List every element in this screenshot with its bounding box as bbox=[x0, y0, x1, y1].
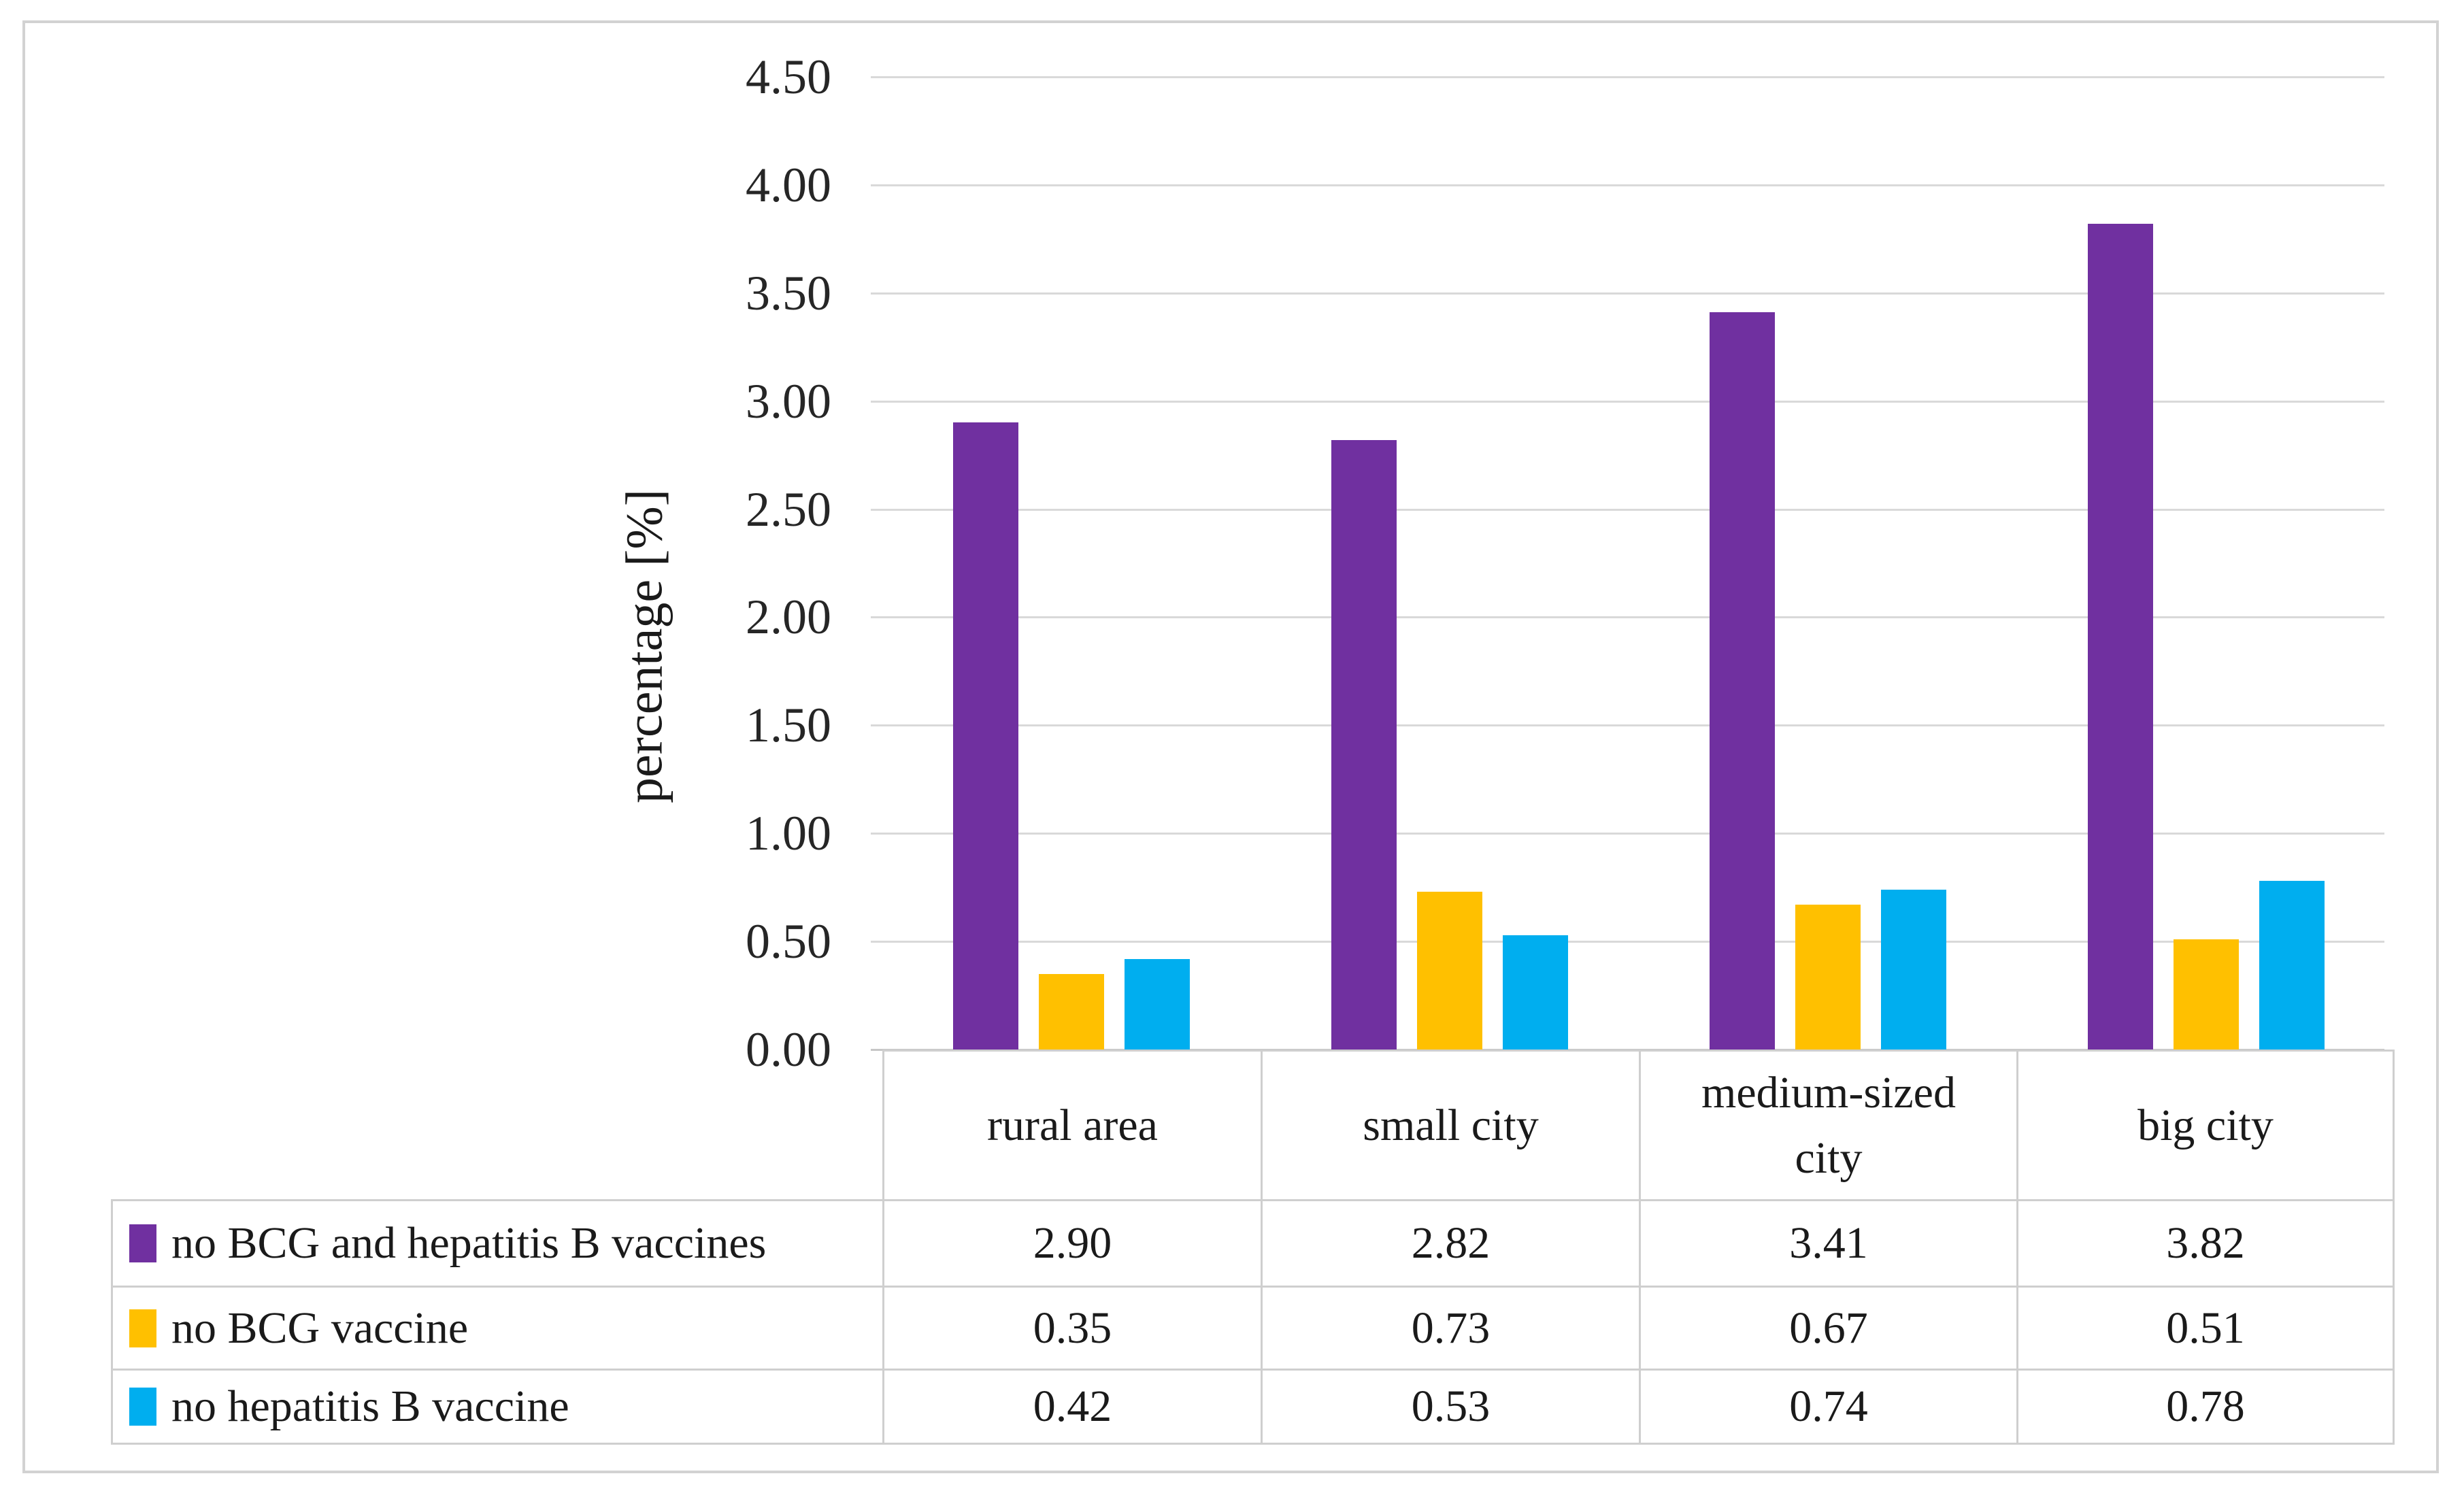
legend-cell: no BCG and hepatitis B vaccines bbox=[111, 1199, 882, 1286]
bar-no-hepatitis-B-vaccine-medium-sized-city bbox=[1881, 889, 1946, 1050]
bar-no-BCG-vaccine-big-city bbox=[2174, 939, 2239, 1050]
y-tick-label: 2.00 bbox=[746, 590, 831, 645]
legend-swatch bbox=[129, 1388, 156, 1426]
y-tick-label: 4.50 bbox=[746, 50, 831, 104]
y-tick-label: 0.00 bbox=[746, 1022, 831, 1077]
bar-no-BCG-and-hepatitis-B-vaccines-big-city bbox=[2088, 224, 2153, 1050]
legend-swatch bbox=[129, 1224, 156, 1262]
legend-swatch bbox=[129, 1309, 156, 1347]
y-tick-label: 1.00 bbox=[746, 806, 831, 861]
data-table: rural area small city medium-sized city big… bbox=[111, 1050, 2395, 1445]
category-header-cell: small city bbox=[1261, 1050, 1639, 1199]
category-header-cell: rural area bbox=[882, 1050, 1261, 1199]
y-tick-label: 3.00 bbox=[746, 373, 831, 429]
legend-label: no BCG and hepatitis B vaccines bbox=[171, 1218, 767, 1269]
value-cell: 0.53 bbox=[1261, 1369, 1639, 1445]
gridline bbox=[871, 833, 2384, 835]
value-cell: 0.67 bbox=[1639, 1286, 2016, 1369]
legend-cell: no BCG vaccine bbox=[111, 1286, 882, 1369]
gridline bbox=[871, 508, 2384, 511]
bar-no-BCG-and-hepatitis-B-vaccines-small-city bbox=[1331, 439, 1397, 1050]
gridline bbox=[871, 76, 2384, 78]
bar-no-BCG-vaccine-rural-area bbox=[1039, 973, 1104, 1050]
value-cell: 0.74 bbox=[1639, 1369, 2016, 1445]
gridline bbox=[871, 184, 2384, 186]
legend-label: no hepatitis B vaccine bbox=[171, 1381, 569, 1432]
y-tick-label: 1.50 bbox=[746, 698, 831, 753]
category-header-cell: medium-sized city bbox=[1639, 1050, 2016, 1199]
value-cell: 0.78 bbox=[2016, 1369, 2395, 1445]
gridline bbox=[871, 400, 2384, 403]
gridline bbox=[871, 292, 2384, 295]
legend-cell: no hepatitis B vaccine bbox=[111, 1369, 882, 1445]
y-tick-label: 2.50 bbox=[746, 482, 831, 537]
value-cell: 3.41 bbox=[1639, 1199, 2016, 1286]
gridline bbox=[871, 724, 2384, 727]
y-tick-label: 4.00 bbox=[746, 157, 831, 212]
bar-no-BCG-vaccine-medium-sized-city bbox=[1795, 905, 1861, 1050]
value-cell: 0.35 bbox=[882, 1286, 1261, 1369]
y-tick-label: 3.50 bbox=[746, 265, 831, 320]
value-cell: 0.73 bbox=[1261, 1286, 1639, 1369]
category-header-cell: big city bbox=[2016, 1050, 2395, 1199]
legend-label: no BCG vaccine bbox=[171, 1303, 469, 1353]
bar-no-hepatitis-B-vaccine-big-city bbox=[2259, 881, 2325, 1050]
y-axis-title: percentage [%] bbox=[616, 488, 673, 804]
bar-no-BCG-and-hepatitis-B-vaccines-medium-sized-city bbox=[1710, 312, 1775, 1050]
table-corner-blank bbox=[111, 1050, 882, 1199]
y-tick-label: 0.50 bbox=[746, 914, 831, 969]
bar-no-hepatitis-B-vaccine-small-city bbox=[1503, 935, 1568, 1050]
value-cell: 2.90 bbox=[882, 1199, 1261, 1286]
figure-border bbox=[22, 20, 2439, 1473]
value-cell: 0.51 bbox=[2016, 1286, 2395, 1369]
gridline bbox=[871, 616, 2384, 619]
value-cell: 0.42 bbox=[882, 1369, 1261, 1445]
value-cell: 3.82 bbox=[2016, 1199, 2395, 1286]
bar-no-BCG-vaccine-small-city bbox=[1417, 892, 1482, 1050]
bar-no-BCG-and-hepatitis-B-vaccines-rural-area bbox=[953, 422, 1018, 1050]
gridline bbox=[871, 941, 2384, 943]
bar-no-hepatitis-B-vaccine-rural-area bbox=[1125, 958, 1190, 1050]
value-cell: 2.82 bbox=[1261, 1199, 1639, 1286]
